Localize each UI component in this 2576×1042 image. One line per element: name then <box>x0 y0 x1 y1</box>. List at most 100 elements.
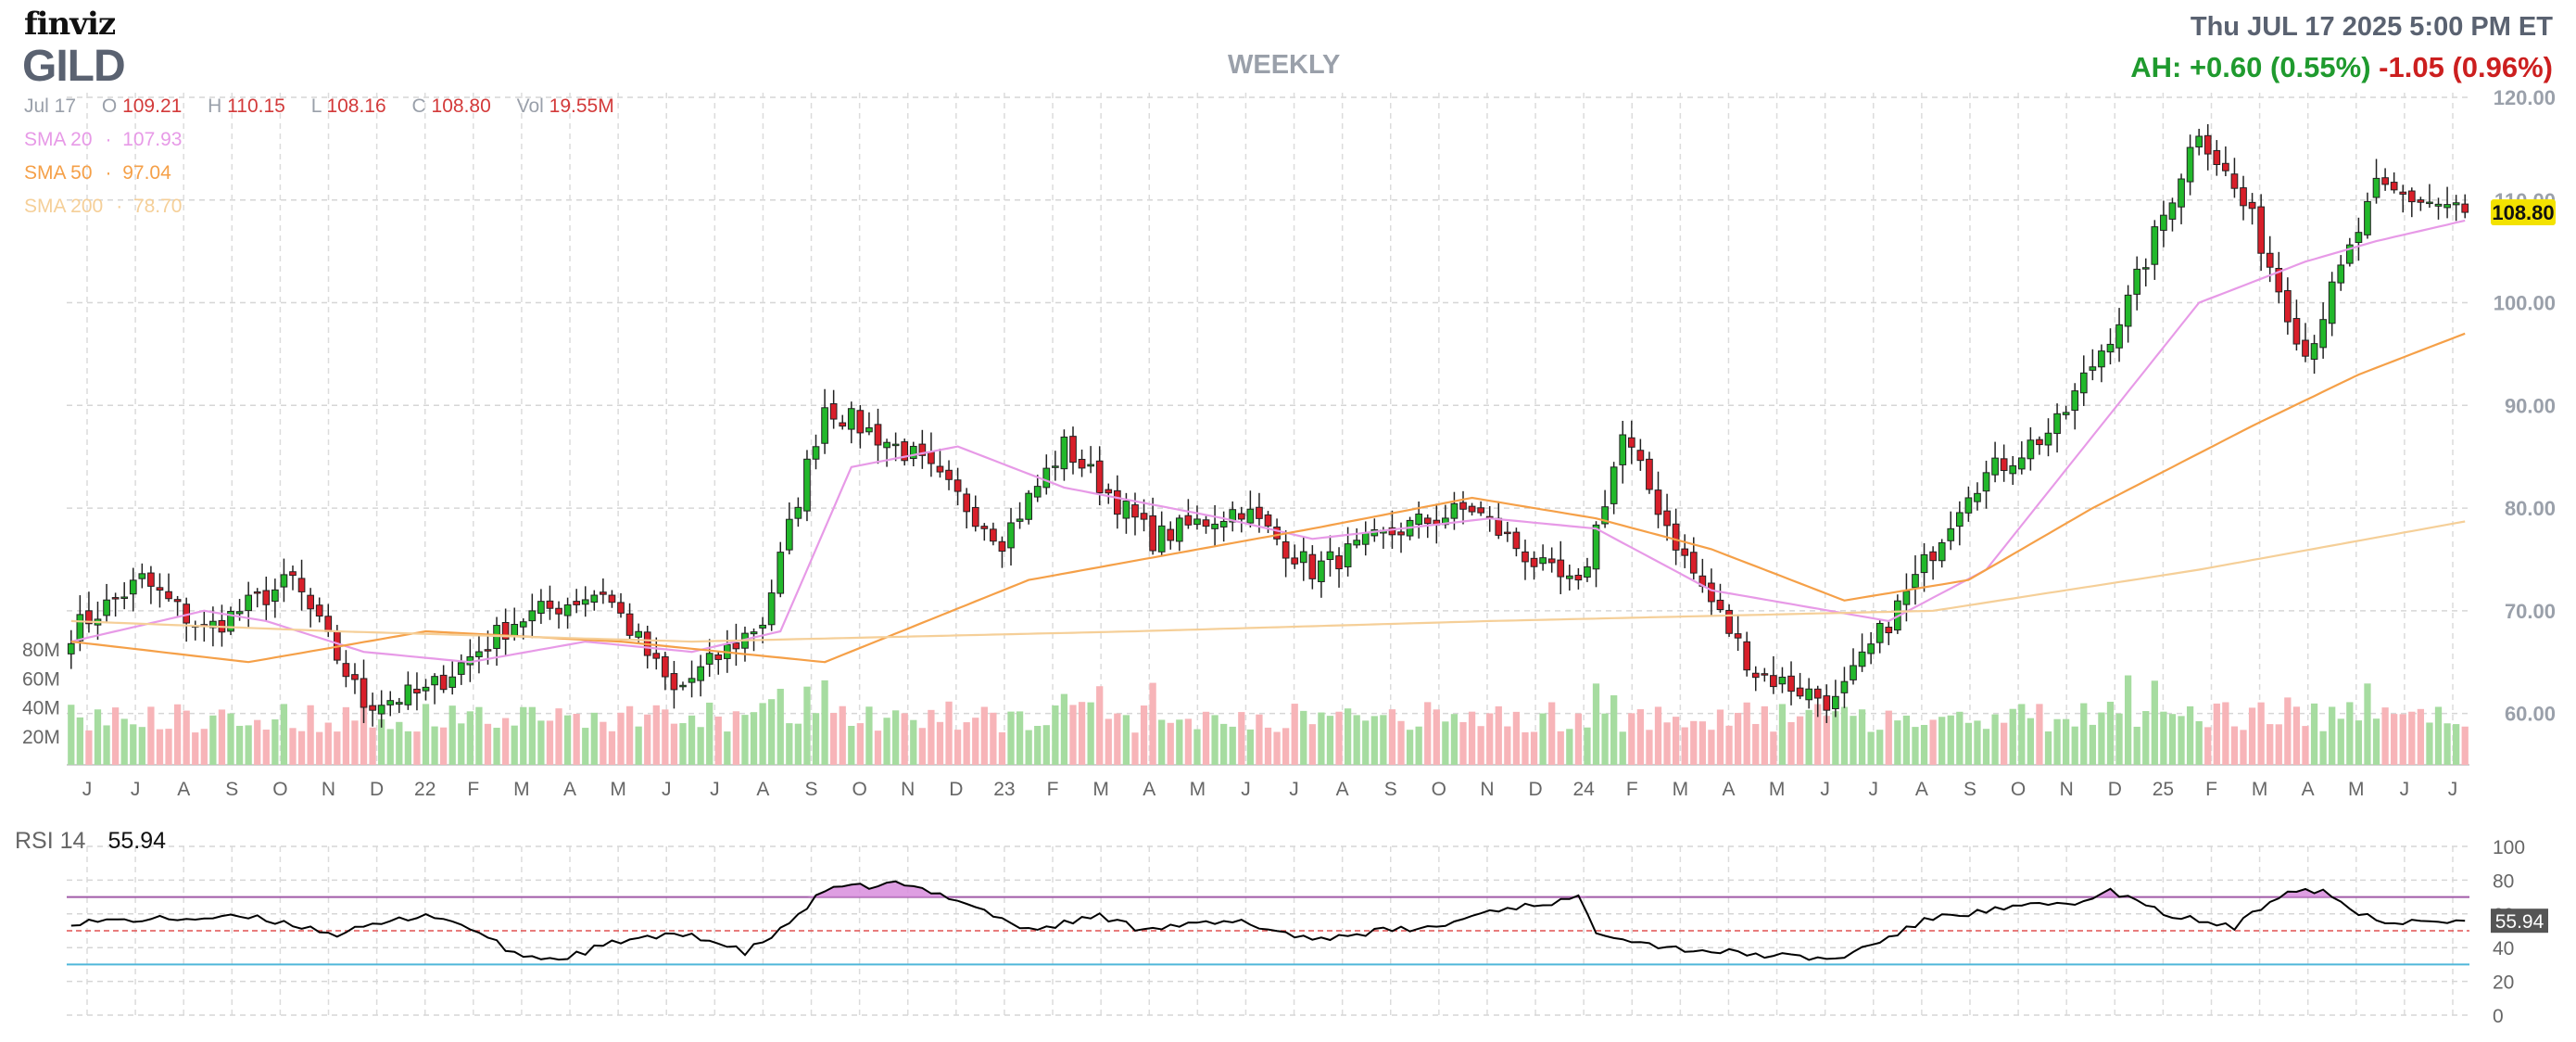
volume-bar <box>1770 731 1777 765</box>
volume-bar <box>1256 714 1263 765</box>
volume-bar <box>1264 727 1272 765</box>
volume-bar <box>342 706 350 765</box>
volume-bar <box>493 728 500 765</box>
volume-tick-label: 20M <box>22 727 60 748</box>
volume-bar <box>209 715 217 765</box>
volume-bar <box>1060 693 1068 765</box>
candle-body <box>891 443 900 447</box>
candle-body <box>67 642 75 654</box>
volume-bar <box>1982 729 1990 765</box>
candle-body <box>2213 149 2221 166</box>
volume-bar <box>688 715 696 765</box>
volume-bar <box>1956 711 1964 765</box>
candle-body <box>422 686 430 692</box>
candle-body <box>1592 524 1600 570</box>
ohlc-readout: Jul 17 O 109.21 H 110.15 L 108.16 C 108.… <box>24 95 635 118</box>
volume-bars <box>68 675 2469 765</box>
volume-bar <box>1690 720 1698 765</box>
candle-body <box>1584 565 1591 578</box>
candle-body <box>2266 252 2274 268</box>
volume-bar <box>670 723 678 765</box>
candle-body <box>1636 450 1645 462</box>
candle-body <box>484 649 492 652</box>
candle-body <box>2203 134 2212 155</box>
volume-bar <box>1078 702 1086 765</box>
volume-bar <box>1929 719 1937 765</box>
volume-bar <box>1814 704 1822 765</box>
candle-body <box>600 591 607 595</box>
x-tick-label: 23 <box>993 779 1015 800</box>
sma20-legend: SMA 20 · 107.93 <box>24 129 183 150</box>
candle-body <box>1042 467 1051 489</box>
candle-body <box>1060 436 1068 470</box>
volume-bar <box>1708 730 1715 765</box>
volume-bar <box>1512 711 1521 765</box>
y-tick-label: 100.00 <box>2494 292 2556 315</box>
candle-body <box>1069 436 1077 464</box>
candle-body <box>936 465 944 473</box>
volume-bar <box>1743 702 1750 765</box>
volume-bar <box>1592 683 1600 765</box>
volume-bar <box>520 706 527 765</box>
finviz-logo[interactable]: finviz <box>24 6 116 43</box>
volume-bar <box>1912 727 1919 765</box>
volume-bar <box>555 708 562 765</box>
x-tick-label: J <box>131 779 141 800</box>
volume-bar <box>1397 720 1405 765</box>
volume-bar <box>103 725 110 765</box>
x-tick-label: A <box>177 779 190 800</box>
candle-body <box>1184 515 1193 526</box>
candle-body <box>2461 203 2469 213</box>
volume-bar <box>2355 720 2363 765</box>
volume-bar <box>1326 716 1334 765</box>
volume-bar <box>1042 725 1050 765</box>
volume-bar <box>1087 702 1094 765</box>
candle-body <box>2036 438 2043 446</box>
candle-body <box>1601 506 1609 525</box>
x-tick-label: M <box>2348 779 2365 800</box>
volume-bar <box>1681 727 1688 765</box>
volume-bar <box>1380 715 1387 765</box>
candle-body <box>847 408 855 430</box>
volume-bar <box>1823 716 1830 765</box>
candle-body <box>111 597 120 600</box>
volume-bar <box>2213 703 2220 765</box>
volume-bar <box>2027 718 2035 765</box>
volume-bar <box>111 707 120 765</box>
open-value: 109.21 <box>122 95 183 117</box>
candle-body <box>1361 532 1370 545</box>
volume-bar <box>2381 707 2389 765</box>
volume-tick-label: 40M <box>22 698 60 719</box>
sma-line-20 <box>70 219 2466 664</box>
candle-body <box>856 410 865 434</box>
volume-bar <box>2275 724 2282 765</box>
volume-bar <box>1654 706 1662 765</box>
volume-bar <box>2178 716 2185 765</box>
volume-bar <box>2168 714 2177 765</box>
candle-body <box>2133 268 2141 295</box>
volume-bar <box>1167 722 1174 765</box>
volume-bar <box>1947 715 1954 765</box>
volume-bar <box>945 701 953 765</box>
volume-bar <box>1318 712 1325 765</box>
volume-bar <box>1370 716 1378 765</box>
candle-body <box>1858 651 1866 667</box>
volume-bar <box>1805 709 1812 765</box>
x-tick-label: F <box>1047 779 1059 800</box>
x-tick-label: J <box>1241 779 1251 800</box>
candle-body <box>1167 528 1175 541</box>
candle-body <box>1813 688 1822 699</box>
volume-bar <box>812 713 820 765</box>
candle-body <box>1193 518 1201 526</box>
volume-bar <box>830 713 838 765</box>
candle-body <box>865 426 873 433</box>
volume-bar <box>1938 717 1946 765</box>
volume-bar <box>839 705 846 765</box>
candle-body <box>280 574 288 588</box>
sma-line-200 <box>70 520 2466 643</box>
volume-bar <box>1442 721 1449 765</box>
volume-bar <box>891 710 900 765</box>
x-tick-label: S <box>805 779 818 800</box>
candle-body <box>2337 264 2345 284</box>
